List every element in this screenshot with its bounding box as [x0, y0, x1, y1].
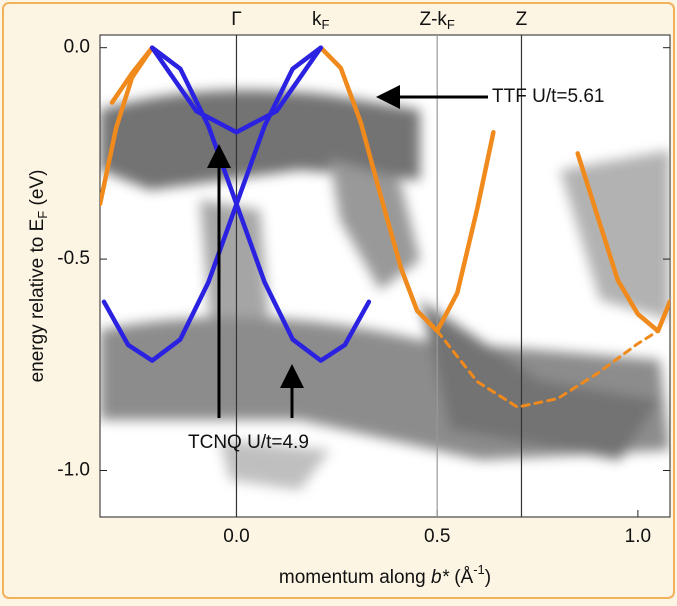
y-axis-label: energy relative to EF (eV) — [27, 170, 50, 383]
dispersion-line — [318, 45, 496, 334]
dispersion-line — [149, 45, 372, 363]
annotation: TTF U/t=5.61 — [492, 86, 604, 107]
dispersion-line — [149, 45, 324, 135]
x-tick-label: 0.5 — [424, 526, 450, 547]
x-tick-label: 0.0 — [223, 526, 249, 547]
y-tick-label: 0.0 — [64, 37, 90, 58]
marker-sub: F — [447, 17, 455, 32]
annotation: TCNQ U/t=4.9 — [188, 432, 309, 453]
marker-sub: F — [322, 17, 330, 32]
marker-text: Γ — [231, 9, 241, 30]
marker-label: kF — [312, 9, 330, 32]
marker-label: Z-kF — [419, 9, 454, 32]
dispersion-line — [109, 45, 155, 105]
x-axis-label: momentum along b* (Å-1) — [279, 562, 491, 588]
marker-text: k — [312, 9, 322, 30]
marker-text: Z-k — [419, 9, 447, 30]
dispersion-line — [435, 329, 660, 409]
y-tick-label: -0.5 — [57, 248, 90, 269]
marker-label: Z — [516, 9, 528, 30]
marker-label: Γ — [231, 9, 241, 30]
x-tick-label: 1.0 — [625, 526, 651, 547]
curves — [100, 45, 670, 409]
dispersion-line — [101, 45, 324, 363]
marker-text: Z — [516, 9, 528, 30]
y-tick-label: -1.0 — [57, 460, 90, 481]
dispersion-line — [575, 151, 670, 334]
